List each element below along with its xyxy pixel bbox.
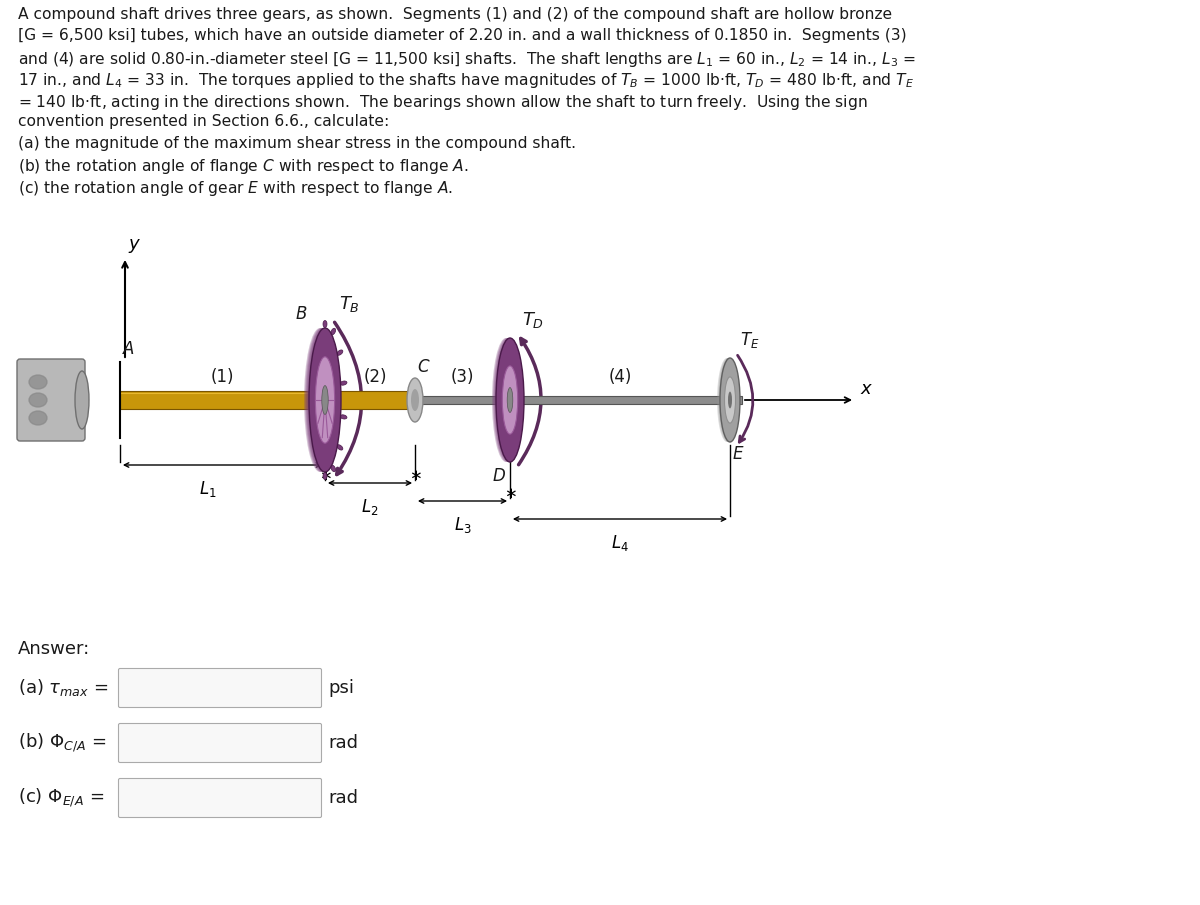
FancyBboxPatch shape [119, 778, 322, 817]
Ellipse shape [323, 472, 326, 480]
Ellipse shape [331, 329, 336, 335]
Ellipse shape [718, 358, 737, 442]
Ellipse shape [331, 465, 336, 472]
Text: (1): (1) [210, 368, 234, 386]
Text: ∗: ∗ [319, 468, 331, 483]
Text: B: B [295, 305, 307, 323]
Text: psi: psi [328, 679, 354, 697]
Text: $L_2$: $L_2$ [361, 497, 379, 517]
Ellipse shape [508, 387, 512, 413]
FancyBboxPatch shape [119, 723, 322, 763]
Text: 17 in., and $L_4$ = 33 in.  The torques applied to the shafts have magnitudes of: 17 in., and $L_4$ = 33 in. The torques a… [18, 71, 914, 90]
Ellipse shape [323, 320, 326, 328]
Text: E: E [733, 445, 744, 463]
FancyBboxPatch shape [17, 359, 85, 441]
Text: (2): (2) [364, 368, 386, 386]
Ellipse shape [29, 375, 47, 389]
Ellipse shape [74, 371, 89, 429]
Text: A compound shaft drives three gears, as shown.  Segments (1) and (2) of the comp: A compound shaft drives three gears, as … [18, 7, 892, 22]
Ellipse shape [720, 358, 740, 442]
Text: rad: rad [328, 734, 358, 752]
Bar [415, 396, 510, 404]
Ellipse shape [322, 386, 329, 414]
Text: (a) $\tau_{max}$ =: (a) $\tau_{max}$ = [18, 678, 108, 699]
Ellipse shape [728, 392, 732, 408]
Ellipse shape [306, 328, 338, 472]
Text: ∗: ∗ [504, 486, 516, 501]
Text: $L_1$: $L_1$ [199, 479, 216, 499]
Text: D: D [492, 467, 505, 485]
Ellipse shape [310, 328, 341, 472]
Ellipse shape [340, 381, 347, 386]
Ellipse shape [316, 357, 335, 443]
Text: x: x [860, 380, 871, 398]
Text: $T_D$: $T_D$ [522, 310, 544, 330]
Ellipse shape [340, 414, 347, 419]
Ellipse shape [407, 378, 424, 422]
Text: and (4) are solid 0.80-in.-diameter steel [G = 11,500 ksi] shafts.  The shaft le: and (4) are solid 0.80-in.-diameter stee… [18, 50, 916, 69]
Text: A: A [124, 340, 134, 358]
Bar [325, 391, 415, 409]
Ellipse shape [410, 389, 419, 411]
Ellipse shape [493, 338, 521, 462]
Ellipse shape [29, 393, 47, 407]
Ellipse shape [496, 338, 523, 462]
Ellipse shape [307, 328, 340, 472]
Ellipse shape [308, 328, 340, 472]
Text: ∗: ∗ [409, 468, 421, 483]
Text: (b) $\Phi_{C/A}$ =: (b) $\Phi_{C/A}$ = [18, 732, 107, 754]
Text: y: y [128, 235, 139, 253]
FancyBboxPatch shape [119, 669, 322, 708]
Text: Answer:: Answer: [18, 640, 90, 658]
Bar [120, 391, 325, 409]
Text: $T_E$: $T_E$ [740, 330, 760, 350]
Ellipse shape [503, 366, 517, 434]
Text: = 140 lb$\cdot$ft, acting in the directions shown.  The bearings shown allow the: = 140 lb$\cdot$ft, acting in the directi… [18, 93, 868, 112]
Text: (b) the rotation angle of flange $C$ with respect to flange $A$.: (b) the rotation angle of flange $C$ wit… [18, 157, 469, 176]
Ellipse shape [304, 328, 336, 472]
Ellipse shape [719, 358, 739, 442]
Ellipse shape [305, 328, 337, 472]
Bar [510, 396, 742, 404]
Text: (c) the rotation angle of gear $E$ with respect to flange $A$.: (c) the rotation angle of gear $E$ with … [18, 179, 454, 198]
Text: (c) $\Phi_{E/A}$ =: (c) $\Phi_{E/A}$ = [18, 786, 104, 809]
Ellipse shape [337, 444, 343, 450]
Text: rad: rad [328, 789, 358, 807]
Text: (a) the magnitude of the maximum shear stress in the compound shaft.: (a) the magnitude of the maximum shear s… [18, 136, 576, 151]
Text: $L_4$: $L_4$ [611, 533, 629, 553]
Text: [G = 6,500 ksi] tubes, which have an outside diameter of 2.20 in. and a wall thi: [G = 6,500 ksi] tubes, which have an out… [18, 28, 907, 43]
Ellipse shape [494, 338, 522, 462]
Text: $L_3$: $L_3$ [454, 515, 472, 535]
Ellipse shape [29, 411, 47, 425]
Ellipse shape [496, 338, 524, 462]
Ellipse shape [492, 338, 520, 462]
Text: $T_B$: $T_B$ [340, 294, 360, 314]
Text: (3): (3) [450, 368, 474, 386]
Ellipse shape [725, 376, 736, 424]
Text: C: C [418, 358, 428, 376]
Ellipse shape [718, 358, 738, 442]
Text: convention presented in Section 6.6., calculate:: convention presented in Section 6.6., ca… [18, 115, 389, 129]
Ellipse shape [337, 350, 343, 356]
Text: (4): (4) [608, 368, 631, 386]
